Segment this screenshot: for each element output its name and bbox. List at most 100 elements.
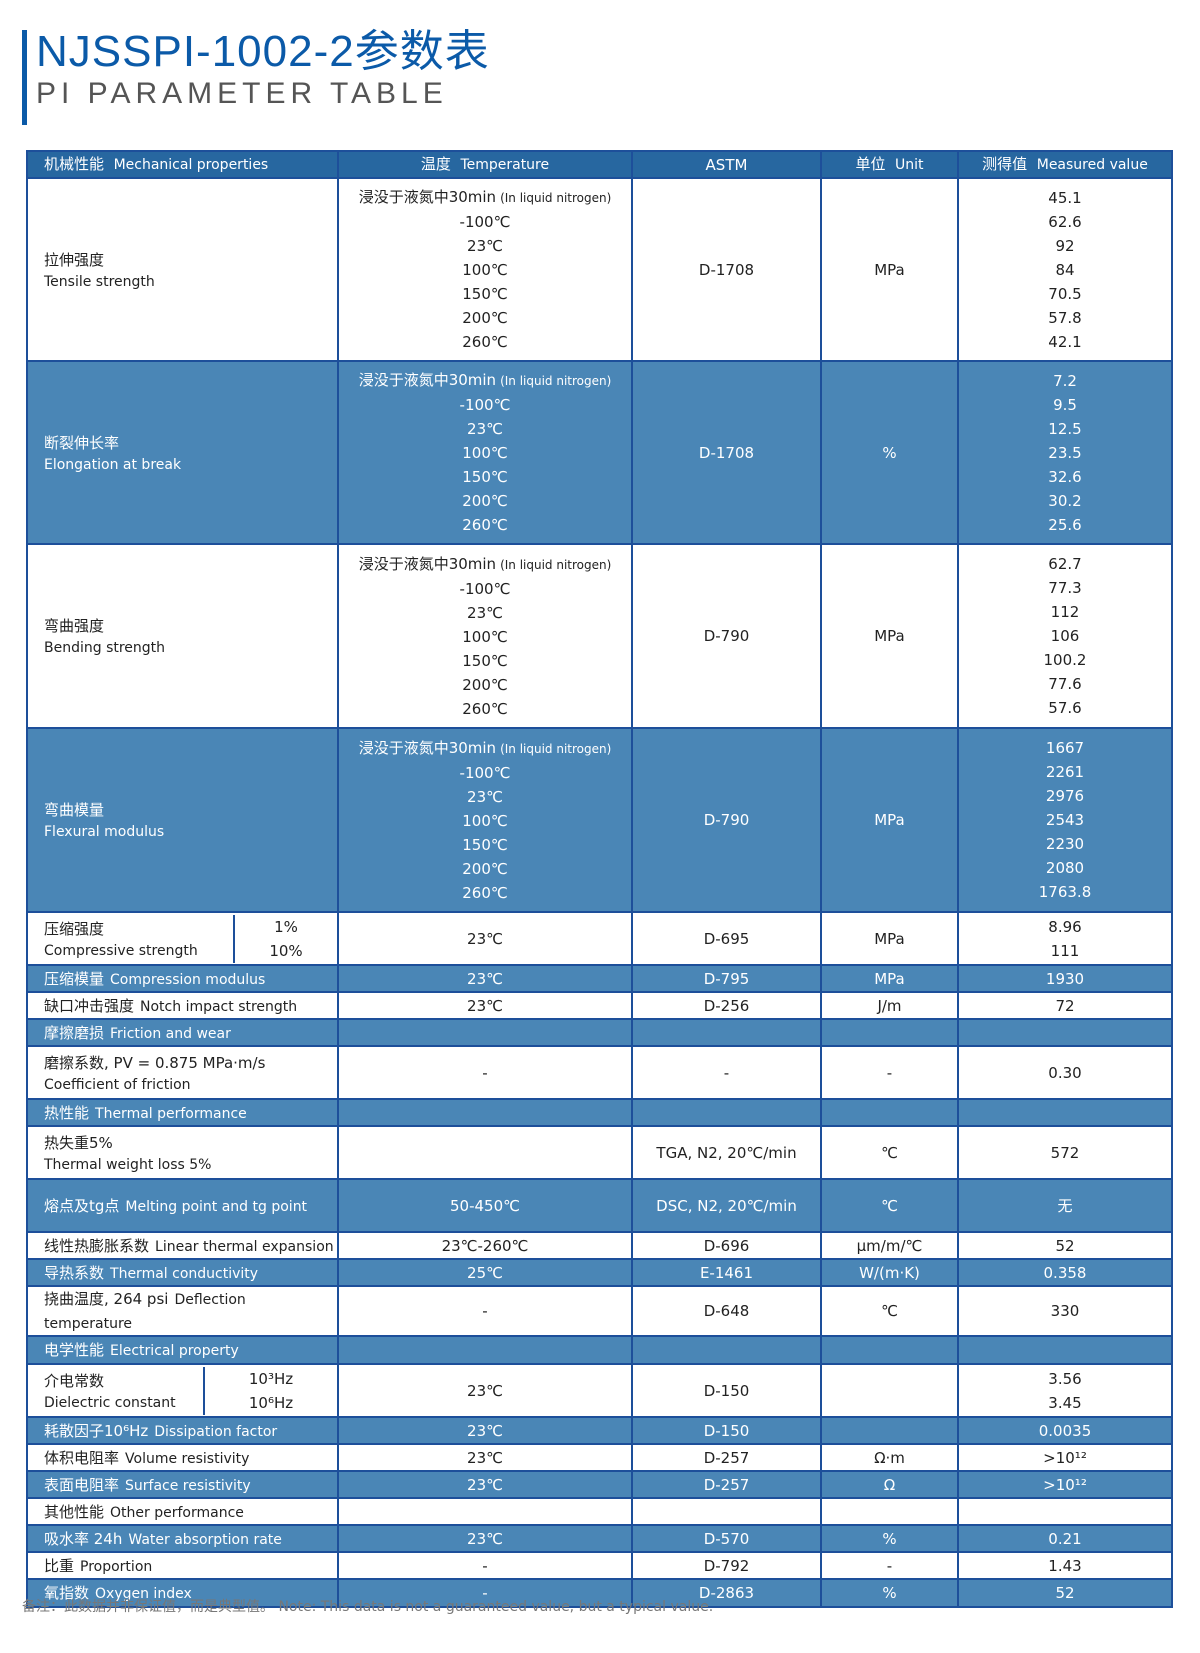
temperature-line: 100℃ xyxy=(339,441,631,465)
liquid-nitrogen-note: (In liquid nitrogen) xyxy=(500,191,612,205)
astm-value: D-570 xyxy=(703,1529,750,1548)
temperature-cell: 23℃-260℃ xyxy=(337,1231,633,1260)
property-label-cell: 压缩强度 Compressive strength 1% 10% xyxy=(26,911,339,966)
measured-value-cell: 3.56 3.45 xyxy=(957,1363,1173,1418)
astm-cell: D-1708 xyxy=(631,177,822,362)
temperature-line: 100℃ xyxy=(339,258,631,282)
property-name-en: Friction and wear xyxy=(110,1025,231,1042)
temperature-value: 23℃ xyxy=(467,1529,503,1548)
property-label-cell: 导热系数 Thermal conductivity xyxy=(26,1258,339,1287)
property-name-en: Elongation at break xyxy=(44,456,182,473)
temperature-value: 浸没于液氮中30min xyxy=(358,371,497,389)
temperature-value: 200℃ xyxy=(462,675,508,694)
unit-cell: % xyxy=(820,360,959,545)
property-name-en: Water absorption rate xyxy=(128,1531,282,1548)
astm-cell: D-150 xyxy=(631,1363,822,1418)
table-row: 吸水率 24h Water absorption rate 23℃ D-570% 0.2… xyxy=(26,1524,1173,1553)
astm-cell: D-570 xyxy=(631,1524,822,1553)
temperature-line: 100℃ xyxy=(339,625,631,649)
temperature-value: 23℃ xyxy=(467,969,503,988)
header-cn: 机械性能 xyxy=(44,155,105,173)
unit-cell: ℃ xyxy=(820,1285,959,1337)
property-label-cell: 吸水率 24h Water absorption rate xyxy=(26,1524,339,1553)
temperature-line: 150℃ xyxy=(339,465,631,489)
property-name-en: Dissipation factor xyxy=(154,1423,278,1440)
property-name-cn: 介电常数 xyxy=(44,1371,105,1390)
unit-cell: - xyxy=(820,1045,959,1100)
property-name-en: Notch impact strength xyxy=(140,998,298,1015)
measured-value: 12.5 xyxy=(1048,419,1082,438)
temperature-cell: 23℃ xyxy=(337,1443,633,1472)
measured-value: >10¹² xyxy=(1043,1448,1087,1467)
header-en: Unit xyxy=(895,157,924,173)
property-name-cn: 耗散因子10⁶Hz xyxy=(44,1421,149,1440)
temperature-cell: 50-450℃ xyxy=(337,1178,633,1233)
unit-cell: MPa xyxy=(820,727,959,913)
unit-cell xyxy=(820,1497,959,1526)
unit-cell: - xyxy=(820,1551,959,1580)
property-name-en: Volume resistivity xyxy=(125,1450,250,1467)
astm-value: D-1708 xyxy=(698,443,755,462)
astm-value: D-150 xyxy=(703,1421,750,1440)
unit-value: Ω xyxy=(883,1475,896,1494)
footnote: 备注：此数据并非保证值，而是典型值。 Note: This data is no… xyxy=(22,1599,714,1615)
property-label-cell: 其他性能 Other performance xyxy=(26,1497,339,1526)
measured-value: 3.56 xyxy=(1048,1369,1082,1388)
temperature-value: 23℃ xyxy=(467,929,503,948)
measured-value: 1930 xyxy=(1045,969,1085,988)
astm-cell xyxy=(631,1497,822,1526)
temperature-line: -100℃ xyxy=(339,210,631,234)
temperature-value: 150℃ xyxy=(462,835,508,854)
property-name-en: Thermal performance xyxy=(95,1105,247,1122)
table-row: 熔点及tg点 Melting point and tg point 50-450℃ D… xyxy=(26,1178,1173,1233)
header-property: 机械性能 Mechanical properties xyxy=(26,150,339,179)
property-name-cn: 压缩强度 xyxy=(44,919,105,938)
measured-value-cell: 52 xyxy=(957,1231,1173,1260)
measured-value: 0.0035 xyxy=(1038,1421,1092,1440)
property-name-en: Electrical property xyxy=(110,1343,239,1359)
table-row: 表面电阻率 Surface resistivity 23℃ D-257 Ω >10¹² xyxy=(26,1470,1173,1499)
property-label-cell: 热失重5% Thermal weight loss 5% xyxy=(26,1125,339,1180)
property-name-cn: 磨擦系数, PV = 0.875 MPa·m/s xyxy=(44,1053,266,1072)
table-row: 拉伸强度 Tensile strength 浸没于液氮中30min (In liqui… xyxy=(26,177,1173,362)
property-label-cell: 线性热膨胀系数 Linear thermal expansion xyxy=(26,1231,339,1260)
temperature-line: 100℃ xyxy=(339,809,631,833)
measured-value: >10¹² xyxy=(1043,1475,1087,1494)
temperature-value: - xyxy=(482,1584,488,1602)
liquid-nitrogen-note: (In liquid nitrogen) xyxy=(500,741,612,756)
property-name-cn: 体积电阻率 xyxy=(44,1448,120,1467)
measured-value: 100.2 xyxy=(1043,651,1087,669)
temperature-cell xyxy=(337,1018,633,1047)
temperature-value: 50-450℃ xyxy=(450,1196,520,1215)
measured-value-cell: 1930 xyxy=(957,964,1173,993)
astm-value: TGA, N2, 20℃/min xyxy=(656,1143,797,1162)
astm-cell: D-257 xyxy=(631,1443,822,1472)
measured-value-cell: 45.1 62.6 92 84 70.5 57.8 42.1 xyxy=(957,177,1173,362)
property-name-en: Flexural modulus xyxy=(44,824,165,840)
unit-value: ℃ xyxy=(881,1143,898,1162)
measured-value-cell: 330 xyxy=(957,1285,1173,1337)
astm-value: D-795 xyxy=(703,969,750,988)
measured-value: 2230 xyxy=(1045,835,1085,853)
temperature-value: 23℃ xyxy=(467,1448,503,1467)
temperature-value: 200℃ xyxy=(462,859,508,878)
temperature-line: 150℃ xyxy=(339,833,631,857)
temperature-value: 100℃ xyxy=(462,444,508,462)
temperature-value: 100℃ xyxy=(462,261,508,279)
measured-value: 8.96 xyxy=(1048,917,1082,936)
table-row: 弯曲模量 Flexural modulus 浸没于液氮中30min (In liqui… xyxy=(26,727,1173,913)
astm-cell xyxy=(631,1335,822,1365)
astm-cell: D-792 xyxy=(631,1551,822,1580)
measured-value: 330 xyxy=(1050,1302,1080,1320)
temperature-value: 浸没于液氮中30min xyxy=(358,738,497,757)
property-name-en: Deflection temperature xyxy=(44,1292,246,1332)
temperature-cell: 25℃ xyxy=(337,1258,633,1287)
unit-cell: J/m xyxy=(820,991,959,1020)
temperature-value: 260℃ xyxy=(462,699,508,718)
measured-value-cell: 572 xyxy=(957,1125,1173,1180)
astm-value: D-790 xyxy=(703,627,750,645)
temperature-cell: - xyxy=(337,1551,633,1580)
property-label-cell: 摩擦磨损 Friction and wear xyxy=(26,1018,339,1047)
measured-value: 77.6 xyxy=(1048,675,1082,693)
unit-cell: ℃ xyxy=(820,1178,959,1233)
